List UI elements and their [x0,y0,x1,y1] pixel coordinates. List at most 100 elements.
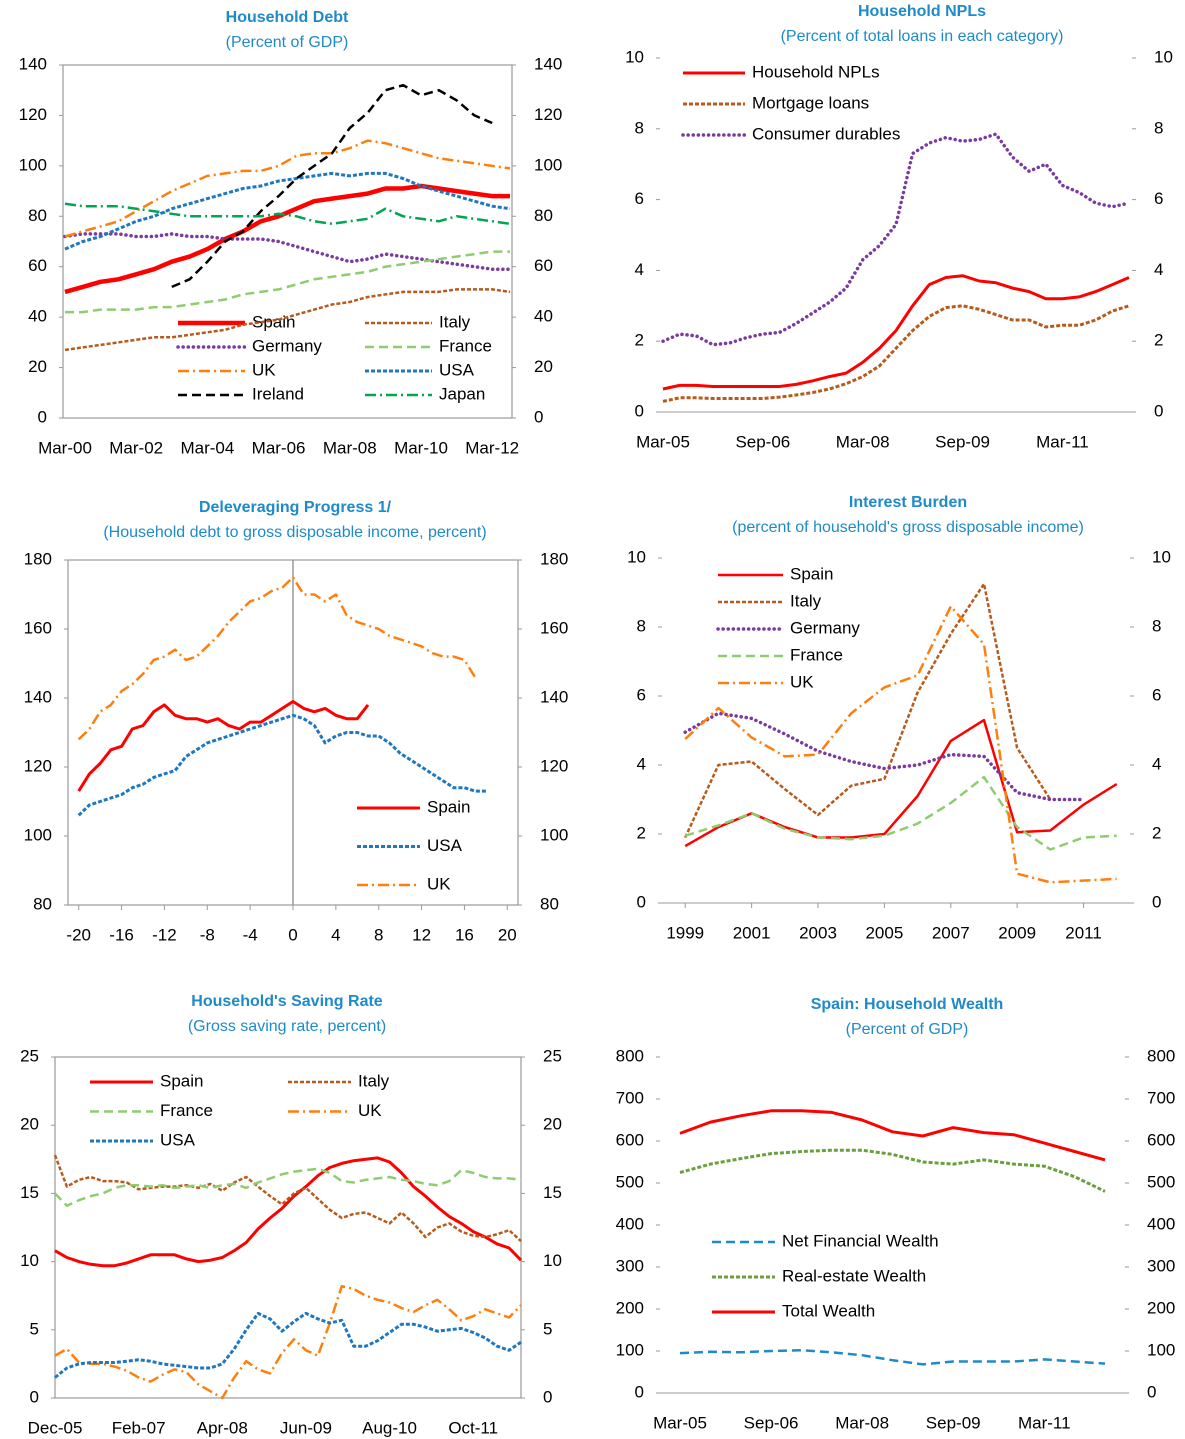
y2-tick-label: 700 [1147,1088,1175,1107]
series-line [679,1109,1106,1162]
y-tick-label: 0 [38,407,47,426]
chart-title: Household's Saving Rate [191,993,383,1010]
y-tick-label: 0 [635,1382,644,1401]
series-line [64,171,511,251]
y-tick-label: 180 [24,549,52,568]
x-tick-label: Jun-09 [280,1418,332,1437]
x-tick-label: 20 [498,925,517,944]
legend-label: Ireland [252,384,304,403]
y2-tick-label: 600 [1147,1130,1175,1149]
legend-label: Italy [790,591,822,610]
y-tick-label: 20 [28,357,47,376]
y2-tick-label: 20 [543,1115,562,1134]
y-tick-label: 5 [30,1319,39,1338]
y-tick-label: 140 [19,54,47,73]
y2-tick-label: 140 [534,54,562,73]
y-tick-label: 40 [28,307,47,326]
x-tick-label: Sep-06 [744,1413,799,1432]
x-tick-label: Mar-06 [252,438,306,457]
series-line [64,288,511,352]
legend-label: UK [427,874,451,893]
x-tick-label: -16 [109,925,134,944]
x-tick-label: Mar-02 [109,438,163,457]
y2-tick-label: 0 [1152,892,1161,911]
legend-label: France [790,645,843,664]
x-tick-label: Feb-07 [112,1418,166,1437]
legend-label: Italy [358,1071,390,1090]
legend-label: Household NPLs [752,62,880,81]
y-tick-label: 2 [635,331,644,350]
x-tick-label: 2001 [733,923,771,942]
chart-title: Household NPLs [858,3,986,20]
legend-label: Spain [790,564,833,583]
chart-title: Deleveraging Progress 1/ [199,499,392,516]
y2-tick-label: 10 [543,1251,562,1270]
series-line [662,304,1130,403]
y-tick-label: 0 [637,892,646,911]
y2-tick-label: 80 [534,206,553,225]
y-tick-label: 200 [616,1298,644,1317]
legend-label: Germany [790,618,860,637]
chart-subtitle: (Household debt to gross disposable inco… [103,524,486,541]
series-line [54,1167,522,1207]
series-line [53,1154,522,1243]
y-tick-label: 400 [616,1214,644,1233]
x-tick-label: -4 [243,925,258,944]
series-line [54,1311,522,1379]
y2-tick-label: 120 [540,756,568,775]
y2-tick-label: 120 [534,105,562,124]
y-tick-label: 100 [616,1340,644,1359]
legend-label: Consumer durables [752,124,900,143]
x-tick-label: Sep-09 [926,1413,981,1432]
y2-tick-label: 2 [1154,331,1163,350]
x-tick-label: 1999 [666,923,704,942]
y-tick-label: 4 [637,754,646,773]
legend-label: USA [427,836,463,855]
y-tick-label: 0 [635,401,644,420]
x-tick-label: 2011 [1065,923,1102,942]
x-tick-label: Mar-08 [323,438,377,457]
series-line [64,139,511,238]
y2-tick-label: 8 [1152,616,1161,635]
legend-label: USA [160,1130,196,1149]
y2-tick-label: 5 [543,1319,552,1338]
y-tick-label: 100 [24,825,52,844]
chart-title: Spain: Household Wealth [811,996,1004,1013]
y2-tick-label: 60 [534,256,553,275]
y2-tick-label: 2 [1152,823,1161,842]
y-tick-label: 25 [20,1046,39,1065]
y2-tick-label: 500 [1147,1172,1175,1191]
y-tick-label: 500 [616,1172,644,1191]
series-line [77,713,486,817]
series-line [63,232,512,271]
x-tick-label: Mar-11 [1036,432,1089,451]
chart-title: Interest Burden [849,494,967,511]
y2-tick-label: 0 [534,407,543,426]
y-tick-label: 6 [637,685,646,704]
y-tick-label: 800 [616,1046,644,1065]
y-tick-label: 300 [616,1256,644,1275]
x-tick-label: Mar-05 [653,1413,707,1432]
y-tick-label: 2 [637,823,646,842]
x-tick-label: Sep-09 [935,432,990,451]
y-tick-label: 15 [20,1183,39,1202]
y-tick-label: 160 [24,618,52,637]
y-tick-label: 10 [20,1251,39,1270]
x-tick-label: 2009 [998,923,1036,942]
x-tick-label: 16 [455,925,474,944]
series-line [661,132,1131,347]
legend-label: Mortgage loans [752,93,869,112]
x-tick-label: Mar-00 [38,438,92,457]
y2-tick-label: 8 [1154,118,1163,137]
x-tick-label: -12 [152,925,177,944]
series-line [679,1148,1106,1193]
y-tick-label: 140 [24,687,52,706]
y2-tick-label: 10 [1154,47,1173,66]
legend-label: Net Financial Wealth [782,1231,939,1250]
y-tick-label: 600 [616,1130,644,1149]
x-tick-label: -20 [66,925,91,944]
y2-tick-label: 6 [1152,685,1161,704]
y2-tick-label: 80 [540,894,559,913]
y2-tick-label: 40 [534,307,553,326]
series-line [54,1284,522,1400]
